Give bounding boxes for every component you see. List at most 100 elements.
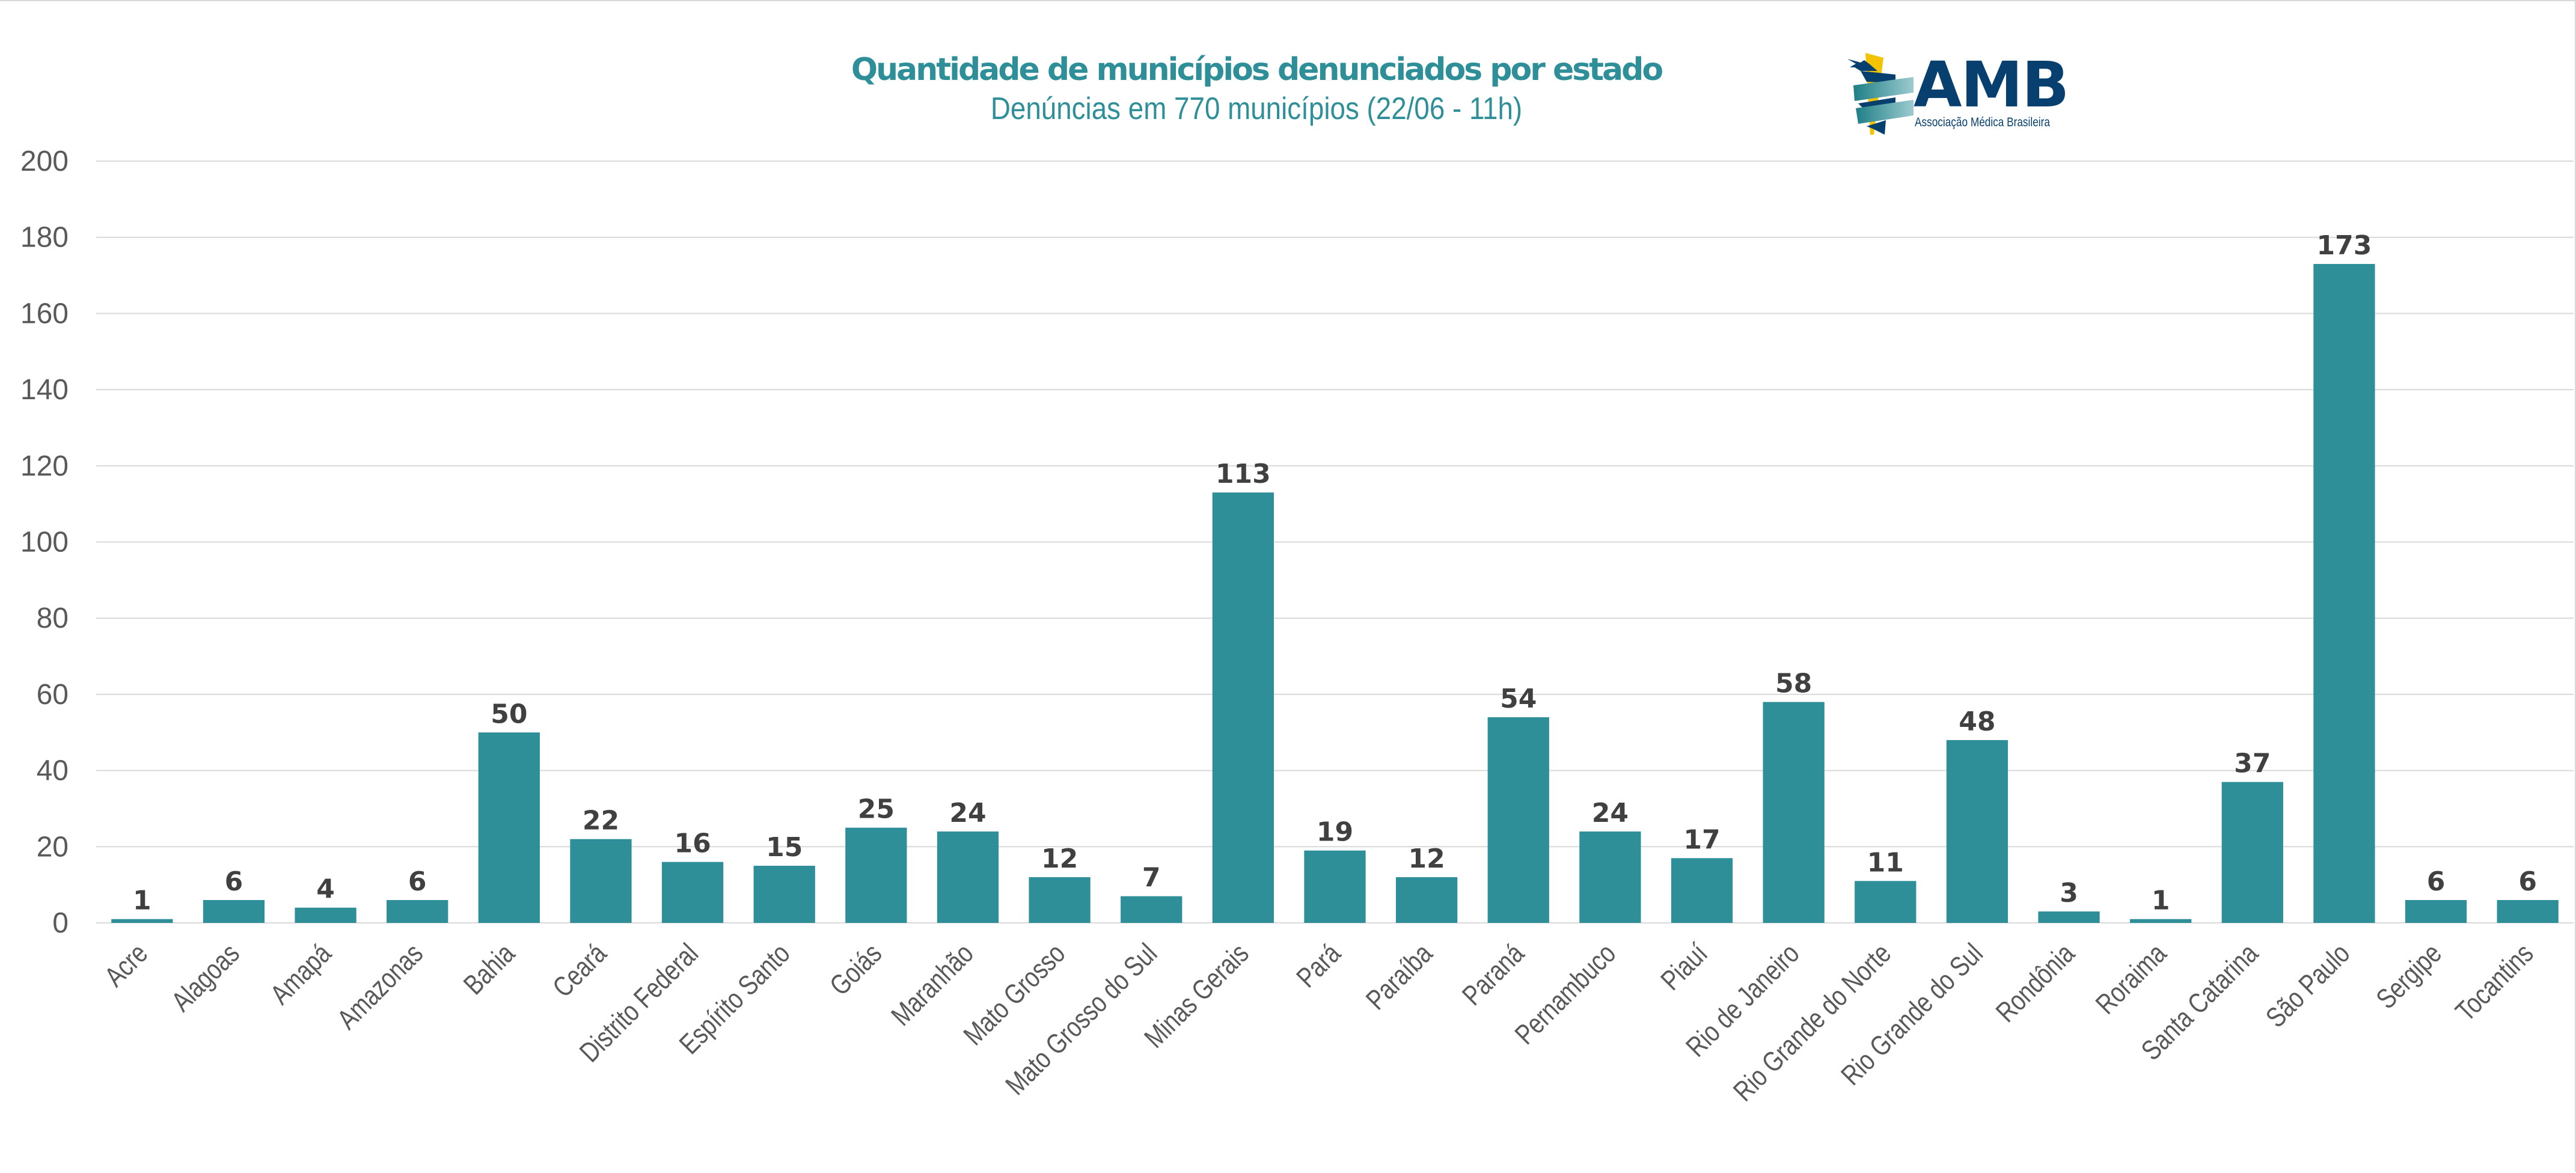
logo-tagline: Associação Médica Brasileira bbox=[1915, 115, 2050, 129]
x-tick-label: Pernambuco bbox=[1509, 937, 1622, 1050]
x-tick-label: Amapá bbox=[265, 937, 338, 1011]
y-tick-label: 20 bbox=[37, 831, 69, 863]
bar-alagoas bbox=[203, 899, 265, 923]
data-label: 6 bbox=[2518, 866, 2537, 897]
bar-sergipe bbox=[2405, 899, 2467, 923]
y-tick-label: 100 bbox=[20, 527, 69, 559]
data-label: 12 bbox=[1409, 844, 1445, 874]
data-label: 50 bbox=[491, 699, 527, 729]
gridlines bbox=[96, 161, 2574, 923]
data-label: 22 bbox=[583, 806, 619, 836]
data-label: 6 bbox=[2427, 866, 2446, 897]
x-tick-label: Maranhão bbox=[886, 937, 980, 1032]
data-label: 15 bbox=[766, 832, 803, 863]
y-tick-label: 60 bbox=[37, 679, 69, 711]
bar-maranhão bbox=[937, 831, 999, 923]
y-tick-label: 200 bbox=[20, 145, 69, 177]
data-label: 113 bbox=[1216, 459, 1271, 489]
bar-rio-grande-do-sul bbox=[1946, 740, 2008, 923]
logo-serpent-body bbox=[1861, 71, 1895, 83]
data-label: 1 bbox=[133, 886, 151, 916]
data-label: 58 bbox=[1775, 669, 1812, 699]
data-label: 3 bbox=[2060, 878, 2078, 908]
data-label: 25 bbox=[858, 794, 895, 825]
bar-amazonas bbox=[387, 899, 448, 923]
data-label: 17 bbox=[1683, 824, 1720, 855]
data-label: 48 bbox=[1959, 706, 1995, 737]
x-tick-label: Pará bbox=[1291, 937, 1347, 994]
bars bbox=[111, 264, 2559, 923]
bar-acre bbox=[111, 919, 173, 923]
bar-pernambuco bbox=[1579, 831, 1641, 923]
x-tick-label: São Paulo bbox=[2260, 937, 2356, 1034]
logo-serpent-mid bbox=[1858, 97, 1895, 109]
data-label: 37 bbox=[2234, 749, 2271, 779]
data-label: 16 bbox=[674, 828, 711, 859]
x-tick-label: Tocantins bbox=[2450, 937, 2540, 1028]
data-label: 54 bbox=[1500, 684, 1537, 714]
data-label: 6 bbox=[408, 866, 427, 897]
chart-title: Quantidade de municípios denunciados por… bbox=[851, 52, 1663, 88]
logo-serpent-head bbox=[1847, 59, 1877, 71]
x-tick-label: Ceará bbox=[546, 937, 613, 1003]
data-label: 4 bbox=[316, 874, 335, 905]
y-tick-label: 180 bbox=[20, 222, 69, 254]
bar-mato-grosso-do-sul bbox=[1121, 896, 1182, 923]
bar-roraima bbox=[2130, 919, 2192, 923]
x-tick-label: Roraima bbox=[2090, 937, 2173, 1020]
data-label: 7 bbox=[1142, 863, 1161, 893]
bar-ceará bbox=[570, 839, 632, 923]
x-tick-label: Rio Grande do Norte bbox=[1727, 937, 1897, 1107]
caduceus-icon bbox=[1847, 53, 1914, 135]
title-block: Quantidade de municípios denunciados por… bbox=[782, 51, 1731, 129]
y-axis-ticks: 0 20 40 60 80 100 120 140 160 180 200 bbox=[20, 145, 69, 939]
logo-ribbon-upper bbox=[1853, 77, 1914, 101]
bar-são-paulo bbox=[2313, 264, 2375, 923]
y-tick-label: 0 bbox=[52, 907, 69, 939]
data-label: 173 bbox=[2316, 230, 2372, 261]
bar-espírito-santo bbox=[753, 865, 815, 923]
data-label: 1 bbox=[2152, 886, 2170, 916]
bar-paraná bbox=[1487, 717, 1549, 923]
bar-bahia bbox=[478, 732, 540, 923]
bar-rio-grande-do-norte bbox=[1855, 881, 1917, 923]
data-label: 19 bbox=[1317, 817, 1353, 848]
x-tick-label: Acre bbox=[99, 937, 154, 993]
x-tick-label: Piauí bbox=[1655, 937, 1714, 996]
bar-paraíba bbox=[1395, 877, 1458, 923]
bar-santa-catarina bbox=[2221, 782, 2283, 923]
bar-pará bbox=[1304, 850, 1366, 923]
x-tick-label: Bahia bbox=[457, 937, 521, 1001]
x-tick-label: Goiás bbox=[824, 937, 888, 1002]
data-label: 6 bbox=[225, 866, 243, 897]
data-label: 11 bbox=[1867, 847, 1904, 878]
y-tick-label: 120 bbox=[20, 450, 69, 482]
data-label: 24 bbox=[1592, 798, 1629, 828]
x-tick-label: Paraná bbox=[1456, 937, 1530, 1011]
bar-rondônia bbox=[2038, 911, 2100, 923]
data-label: 12 bbox=[1041, 844, 1078, 874]
bar-amapá bbox=[295, 907, 356, 923]
bar-tocantins bbox=[2497, 899, 2559, 923]
logo-serpent-tail bbox=[1867, 120, 1886, 135]
bar-mato-grosso bbox=[1029, 877, 1091, 923]
y-tick-label: 80 bbox=[37, 602, 69, 634]
chart-subtitle: Denúncias em 770 municípios (22/06 - 11h… bbox=[990, 91, 1523, 126]
x-tick-label: Sergipe bbox=[2370, 937, 2448, 1015]
x-tick-label: Alagoas bbox=[165, 937, 246, 1018]
y-tick-label: 40 bbox=[37, 755, 69, 787]
data-label: 24 bbox=[949, 798, 986, 828]
logo-ribbon-lower bbox=[1856, 100, 1914, 124]
x-tick-label: Rondônia bbox=[1990, 937, 2081, 1028]
bar-distrito-federal bbox=[661, 862, 724, 923]
bar-minas-gerais bbox=[1212, 492, 1274, 923]
x-tick-label: Paraíba bbox=[1360, 937, 1439, 1016]
y-tick-label: 140 bbox=[20, 374, 69, 406]
bar-piauí bbox=[1671, 858, 1733, 923]
bar-goiás bbox=[845, 827, 907, 923]
logo-wordmark: AMB bbox=[1914, 48, 2069, 121]
